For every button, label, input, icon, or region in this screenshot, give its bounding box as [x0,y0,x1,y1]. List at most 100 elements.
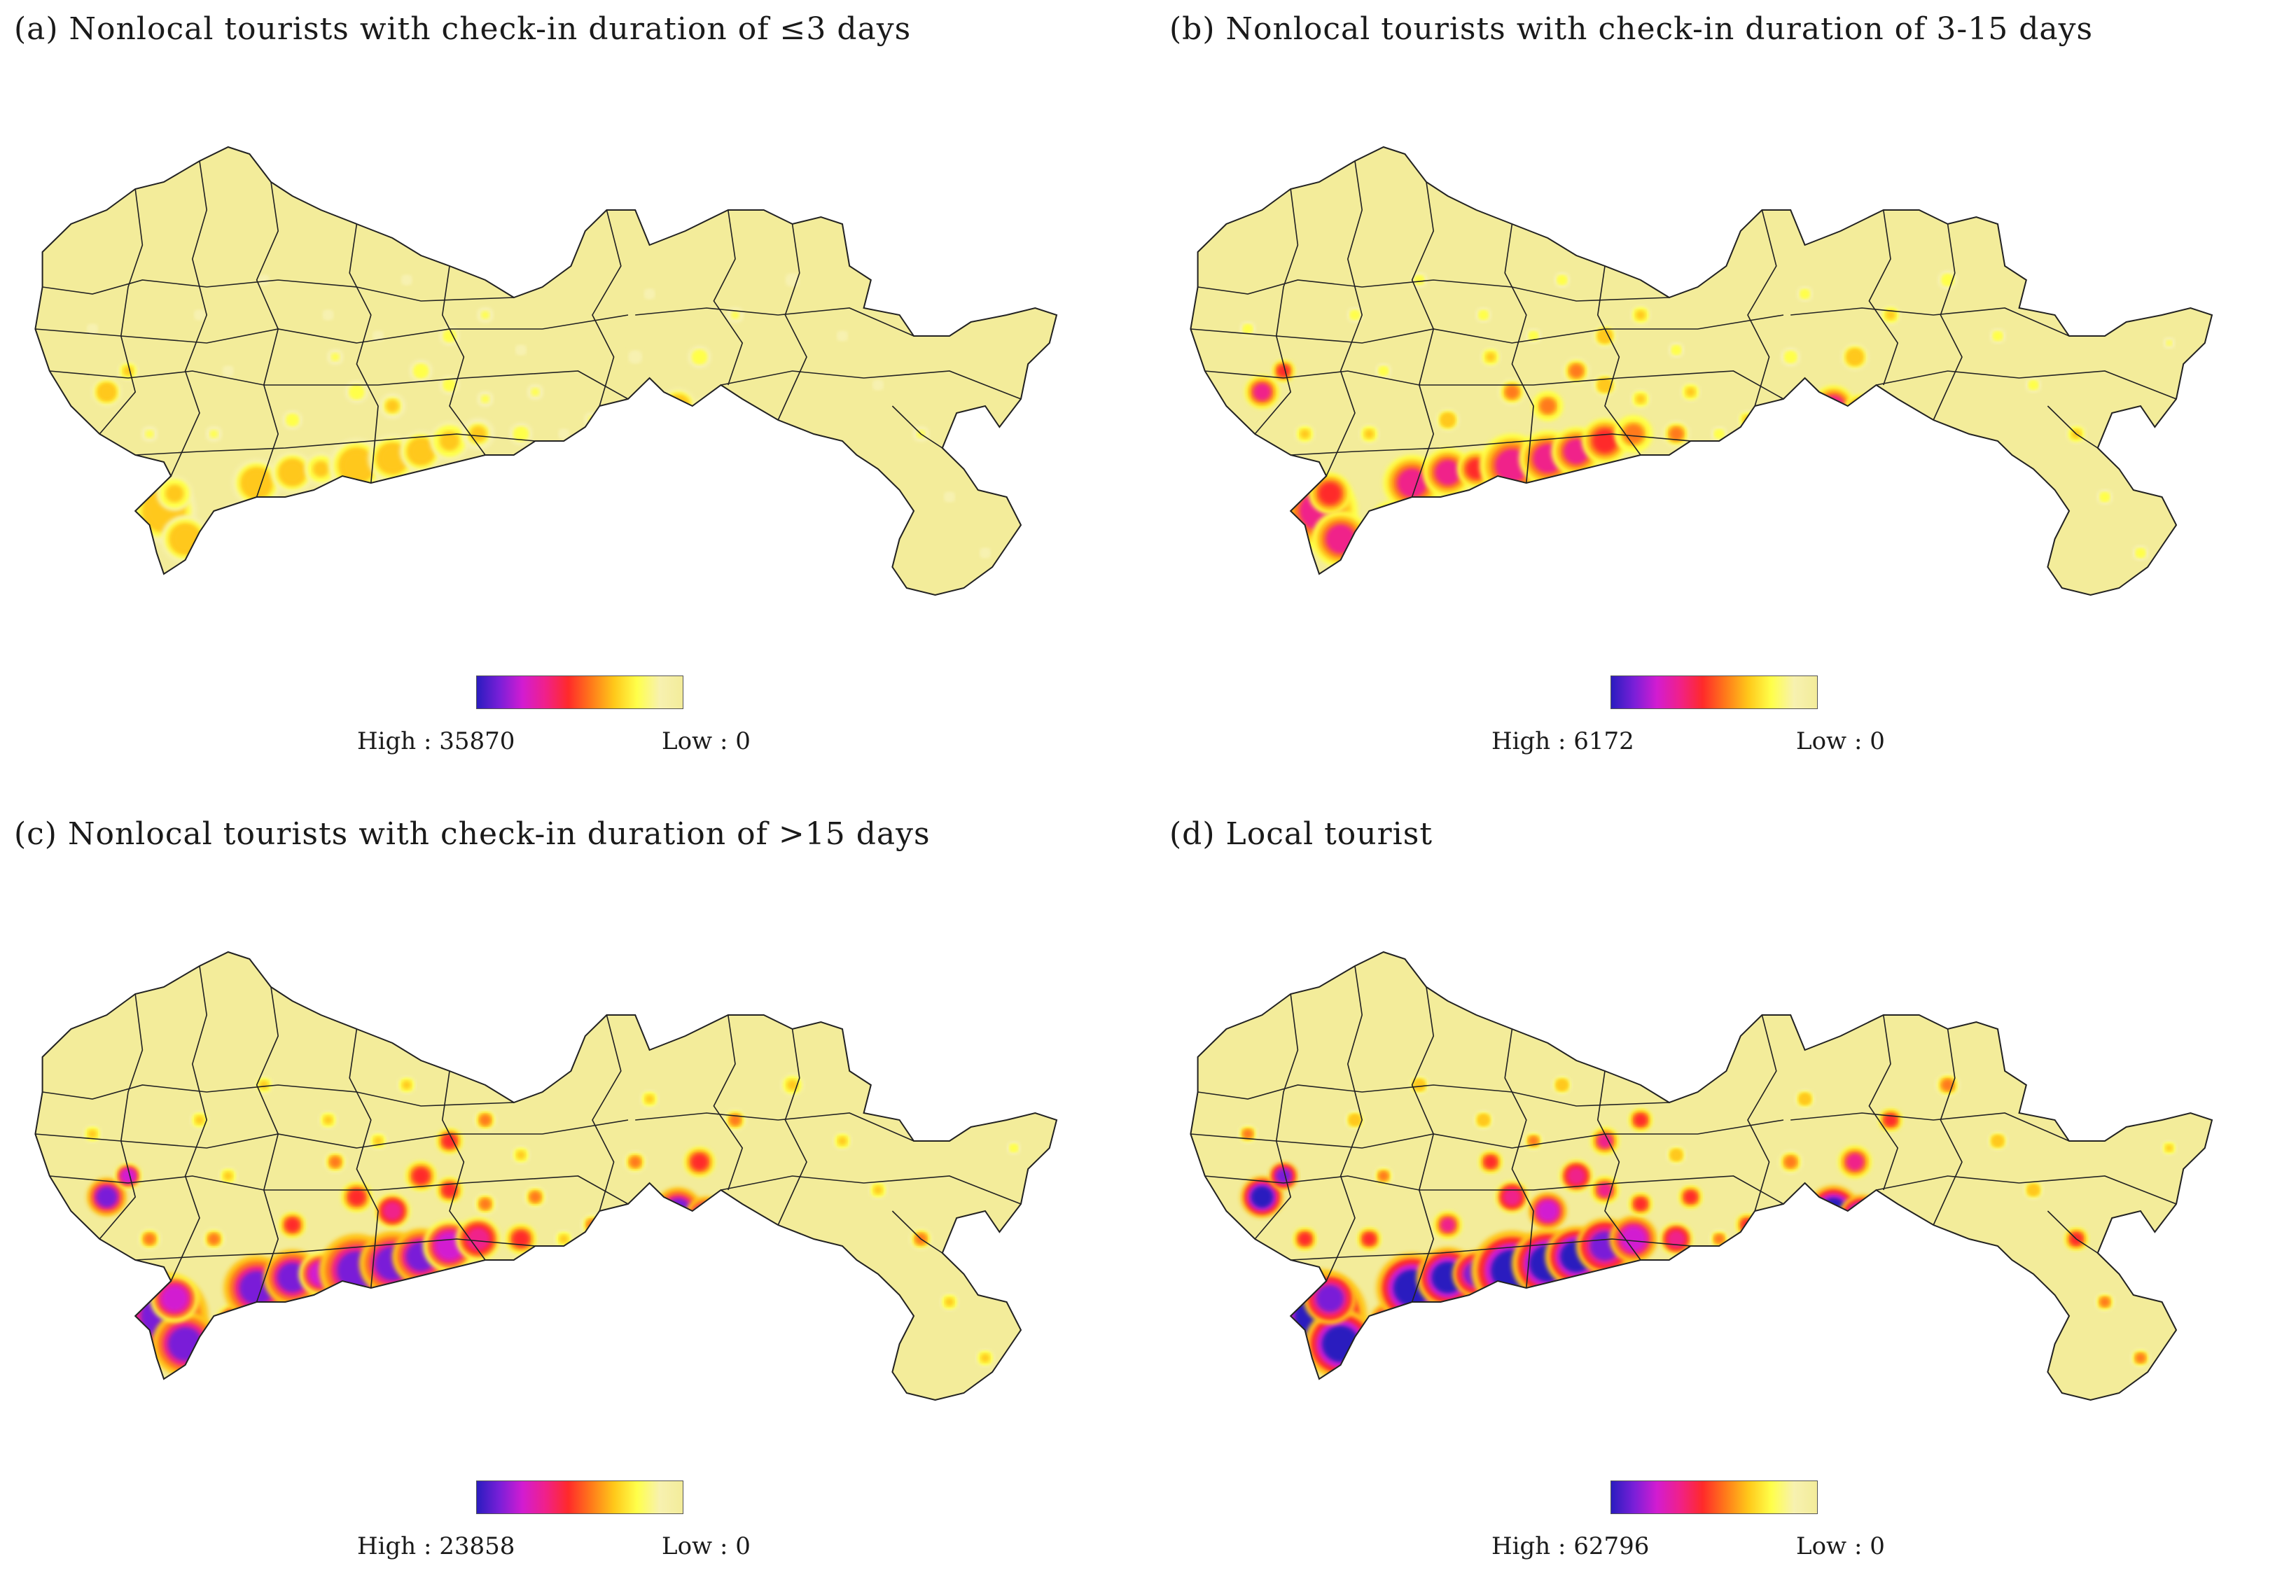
legend-color-ramp [476,676,683,709]
hotspot-mark [695,1206,718,1230]
hotspot-mark [221,1310,249,1336]
hotspot-mark [331,353,340,361]
hotspot-mark [373,1136,383,1146]
district-boundary [1747,1014,1777,1212]
hotspot-mark [1621,1226,1646,1252]
hotspot-mark [260,276,267,284]
legend-low-label: Low : 0 [662,1532,751,1560]
hotspot-mark [1479,311,1488,319]
legend-low-label: Low : 0 [1796,727,1885,755]
hotspot-mark [444,380,455,390]
hotspot-mark [225,1312,246,1334]
hotspot-mark [88,1129,97,1139]
hotspot-mark [1634,1114,1647,1126]
district-boundary [349,223,379,484]
hotspot-mark [480,311,490,319]
legend-color-ramp [1610,1480,1818,1514]
hotspot-mark [402,1080,412,1090]
hotspot-mark [516,1150,526,1160]
panel-title: (d) Local tourist [1169,816,1433,852]
district-boundary [135,1238,536,1261]
hotspot-mark [559,1234,569,1244]
hotspot-mark [99,384,115,400]
hotspot-mark [1819,1197,1847,1225]
district-boundary [1868,1014,1899,1191]
hotspot-mark [1557,1080,1567,1090]
district-boundary [891,405,943,449]
hotspot-mark [1363,1233,1376,1245]
hotspot-mark [1846,1153,1864,1171]
hotspot-mark [1597,1133,1613,1149]
hotspot-mark [730,311,740,319]
hotspot-mark [684,1196,729,1240]
hotspot-mark [439,430,460,451]
district-boundary [721,1175,1022,1205]
hotspot-mark [1242,1129,1253,1139]
hotspot-mark [1298,1233,1311,1245]
hotspot-mark [1540,398,1556,414]
district-boundary [1204,370,1784,400]
hotspot-mark [383,1202,402,1220]
hotspot-mark [1800,290,1809,298]
map-layer [1190,951,2213,1401]
district-boundary [1790,307,2070,337]
hotspot-mark [1528,1136,1539,1146]
hotspot-mark [1884,1114,1897,1126]
district-boundary [1290,433,1691,456]
hotspot-mark [348,1189,365,1205]
panel-title: (a) Nonlocal tourists with check-in dura… [14,11,912,47]
hotspot-mark [403,276,410,284]
hotspot-mark [342,451,371,479]
hotspot-mark [665,1198,691,1224]
district-boundary [592,1014,622,1212]
hotspot-mark [695,402,718,424]
hotspot-mark [1800,1094,1810,1104]
hotspot-mark [324,312,332,318]
hotspot-mark [144,1233,155,1245]
hotspot-mark [89,326,96,332]
hotspot-mark [1253,383,1272,401]
hotspot-mark [209,430,218,438]
hotspot-mark [1478,1115,1489,1125]
hotspot-mark [1484,1156,1497,1168]
hotspot-mark [945,1297,954,1307]
district-boundary [1747,209,1777,407]
hotspot-mark [980,1353,990,1363]
legend-low-label: Low : 0 [662,727,751,755]
hotspot-layer [85,272,992,563]
district-boundary [1596,1070,1641,1261]
hotspot-mark [145,430,154,438]
district-boundary [891,1210,943,1254]
hotspot-mark [259,1080,269,1090]
hotspot-mark [1852,403,1872,423]
hotspot-mark [208,1233,220,1245]
hotspot-mark [1672,346,1681,354]
district-boundary [1197,1084,1669,1107]
hotspot-mark [1667,1230,1685,1248]
map-panel-b: (b) Nonlocal tourists with check-in dura… [1155,0,2296,791]
district-boundary [1504,223,1534,484]
district-boundary [777,1028,807,1226]
district-boundary [1197,279,1669,302]
hotspot-mark [1994,332,2002,340]
hotspot-mark [1373,500,1408,536]
city-outline [1190,951,2213,1401]
map-layer [34,146,1058,596]
hotspot-mark [631,353,640,361]
map-panel-d: (d) Local tourist High : 62796 Low : 0 [1155,805,2296,1596]
hotspot-mark [380,446,405,471]
hotspot-mark [287,415,298,425]
district-boundary [1290,1238,1691,1261]
district-boundary [1868,209,1899,386]
hotspot-mark [1714,1234,1725,1244]
hotspot-mark [1635,394,1646,404]
hotspot-mark [1669,427,1683,441]
heatmap-map [1190,146,2213,596]
hotspot-mark [1319,482,1341,505]
hotspot-mark [480,395,490,403]
hotspot-mark [1671,1150,1682,1160]
district-boundary [1254,188,1299,435]
district-boundary [635,307,914,337]
hotspot-mark [529,1191,541,1203]
hotspot-mark [2099,1297,2110,1307]
